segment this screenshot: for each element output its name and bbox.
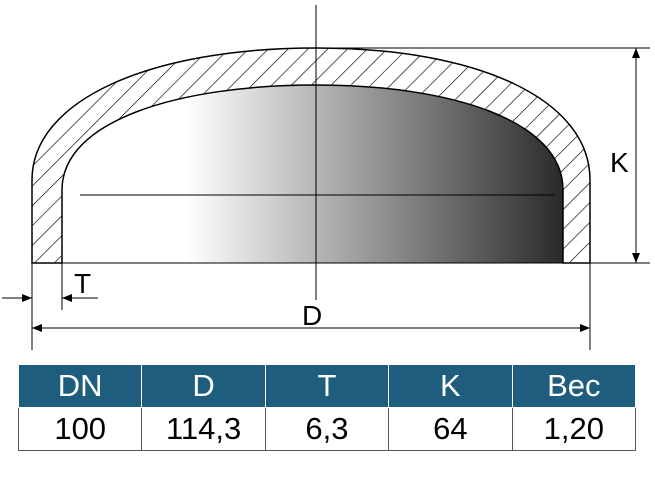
header-cell: D	[141, 364, 266, 408]
dimension-lines	[2, 5, 650, 350]
cell: 100	[17, 407, 143, 451]
cell: 1,20	[511, 407, 637, 451]
wall-section	[31, 47, 591, 264]
drawing: K T D	[2, 5, 650, 350]
header-cell: T	[264, 364, 390, 408]
spec-table: DN D T K Вес 100 114,3 6,3 64 1,20	[17, 364, 637, 451]
cell: 64	[388, 407, 513, 451]
inner-dome	[62, 85, 563, 263]
header-cell: Вес	[511, 364, 637, 408]
header-cell: K	[388, 364, 513, 408]
header-cell: DN	[17, 364, 143, 408]
data-row: 100 114,3 6,3 64 1,20	[17, 407, 637, 451]
label-d: D	[302, 300, 322, 331]
cell: 114,3	[141, 407, 266, 451]
label-k: K	[610, 147, 629, 178]
label-t: T	[74, 268, 91, 299]
header-row: DN D T K Вес	[17, 364, 637, 408]
cell: 6,3	[264, 407, 390, 451]
